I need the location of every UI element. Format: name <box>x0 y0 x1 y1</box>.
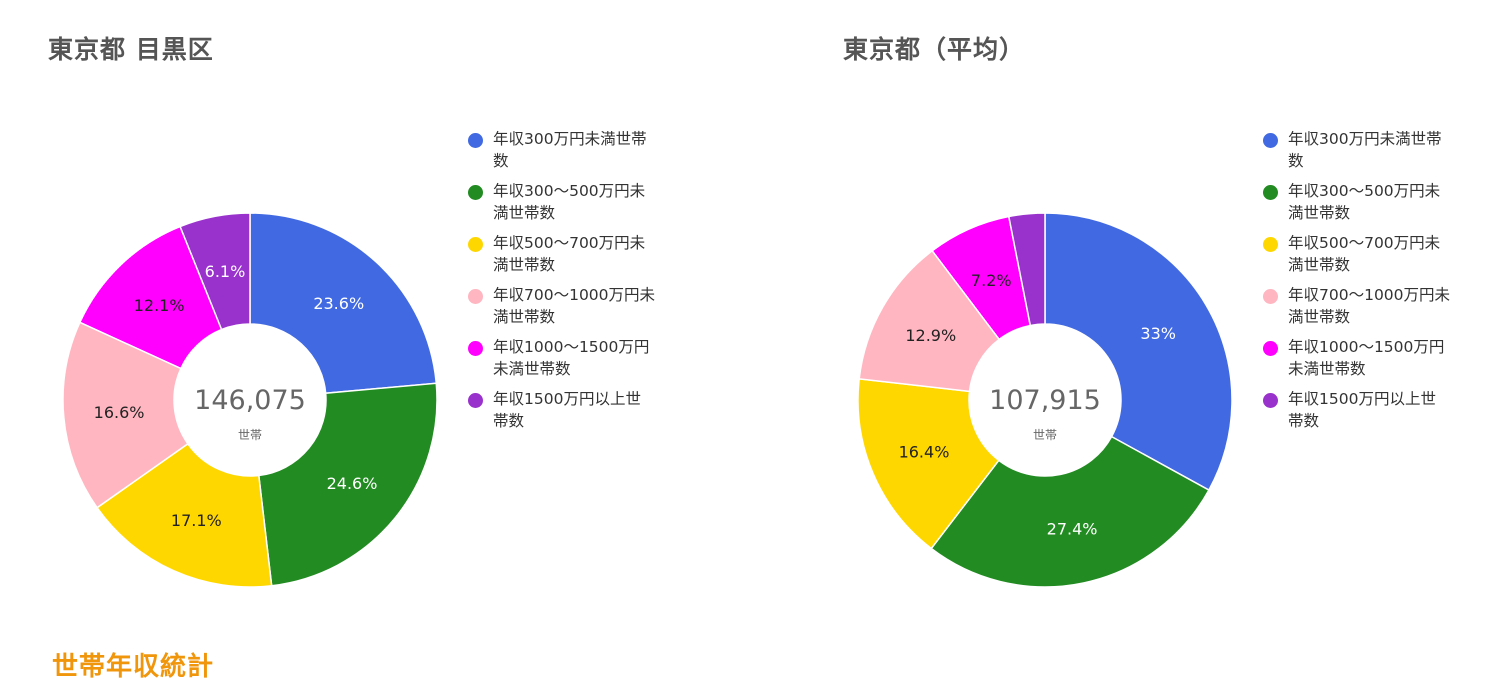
pie-slice <box>930 435 1210 588</box>
legend-item[interactable]: 年収1000～1500万円 未満世帯数 <box>468 336 688 380</box>
legend-swatch-icon <box>1263 393 1278 408</box>
chart-legend: 年収300万円未満世帯数年収300～500万円未 満世帯数 年収500～700万円未… <box>1263 128 1483 440</box>
legend-label: 年収500～700万円未 満世帯数 <box>493 234 646 274</box>
chart-panel-meguro: 東京都 目黒区 23.6% 24.6% 17.1% 16.6% 12.1% 6.1% 146… <box>0 0 747 620</box>
legend-item[interactable]: 年収700～1000万円未 満世帯数 <box>468 284 688 328</box>
legend-label: 年収300万円未満世帯数 <box>1288 130 1442 170</box>
slice-label: 23.6% <box>313 294 364 313</box>
pie-slice <box>78 225 223 370</box>
legend-swatch-icon <box>468 393 483 408</box>
legend-item[interactable]: 年収500～700万円未 満世帯数 <box>468 232 688 276</box>
legend-swatch-icon <box>1263 289 1278 304</box>
pie-slice <box>257 382 438 587</box>
legend-swatch-icon <box>468 237 483 252</box>
slice-label: 27.4% <box>1047 520 1098 539</box>
slice-label: 17.1% <box>171 511 222 530</box>
legend-item[interactable]: 年収700～1000万円未 満世帯数 <box>1263 284 1483 328</box>
legend-item[interactable]: 年収300～500万円未 満世帯数 <box>1263 180 1483 224</box>
slice-label: 16.4% <box>899 442 950 461</box>
slice-label: 12.9% <box>905 326 956 345</box>
legend-swatch-icon <box>1263 133 1278 148</box>
legend-item[interactable]: 年収300～500万円未 満世帯数 <box>468 180 688 224</box>
chart-title: 東京都 目黒区 <box>48 35 214 64</box>
legend-label: 年収1000～1500万円 未満世帯数 <box>493 338 650 378</box>
legend-label: 年収700～1000万円未 満世帯数 <box>493 286 656 326</box>
legend-label: 年収300～500万円未 満世帯数 <box>1288 182 1441 222</box>
legend-swatch-icon <box>468 341 483 356</box>
legend-item[interactable]: 年収1500万円以上世 帯数 <box>1263 388 1483 432</box>
legend-label: 年収1500万円以上世 帯数 <box>493 390 641 430</box>
legend-item[interactable]: 年収300万円未満世帯数 <box>1263 128 1483 172</box>
pie-slice <box>179 212 251 331</box>
legend-label: 年収700～1000万円未 満世帯数 <box>1288 286 1451 326</box>
slice-label: 12.1% <box>134 296 185 315</box>
center-total-value: 146,075 <box>194 385 306 416</box>
legend-item[interactable]: 年収1500万円以上世 帯数 <box>468 388 688 432</box>
legend-item[interactable]: 年収500～700万円未 満世帯数 <box>1263 232 1483 276</box>
slice-label: 16.6% <box>94 403 145 422</box>
center-total-value: 107,915 <box>989 385 1101 416</box>
legend-item[interactable]: 年収1000～1500万円 未満世帯数 <box>1263 336 1483 380</box>
legend-swatch-icon <box>1263 237 1278 252</box>
pie-slice <box>857 378 1000 550</box>
legend-swatch-icon <box>1263 185 1278 200</box>
donut-chart: 33% 27.4% 16.4% 12.9% 7.2% 107,915 世帯 <box>857 212 1233 588</box>
donut-chart: 23.6% 24.6% 17.1% 16.6% 12.1% 6.1% 146,075 世帯 <box>62 212 438 588</box>
pie-slice <box>1007 212 1046 327</box>
pie-slice <box>62 321 189 509</box>
legend-swatch-icon <box>468 289 483 304</box>
legend-label: 年収300～500万円未 満世帯数 <box>493 182 646 222</box>
pie-slice <box>1044 212 1233 492</box>
chart-panel-tokyo-average: 東京都（平均） 33% 27.4% 16.4% 12.9% 7.2% 107,915 世帯 … <box>795 0 1494 620</box>
legend-swatch-icon <box>468 133 483 148</box>
pie-slice <box>249 212 438 395</box>
legend-swatch-icon <box>468 185 483 200</box>
legend-label: 年収1500万円以上世 帯数 <box>1288 390 1436 430</box>
legend-label: 年収500～700万円未 満世帯数 <box>1288 234 1441 274</box>
chart-legend: 年収300万円未満世帯数年収300～500万円未 満世帯数 年収500～700万円未… <box>468 128 688 440</box>
slice-label: 7.2% <box>971 271 1012 290</box>
slice-label: 24.6% <box>327 474 378 493</box>
slice-label: 6.1% <box>205 262 246 281</box>
pie-slice <box>858 249 1001 393</box>
center-unit-label: 世帯 <box>238 428 262 442</box>
pie-slice <box>96 442 273 588</box>
legend-item[interactable]: 年収300万円未満世帯数 <box>468 128 688 172</box>
slice-label: 33% <box>1140 324 1176 343</box>
center-unit-label: 世帯 <box>1033 428 1057 442</box>
legend-label: 年収1000～1500万円 未満世帯数 <box>1288 338 1445 378</box>
section-title: 世帯年収統計 <box>52 652 215 682</box>
chart-title: 東京都（平均） <box>843 35 1026 64</box>
legend-label: 年収300万円未満世帯数 <box>493 130 647 170</box>
legend-swatch-icon <box>1263 341 1278 356</box>
